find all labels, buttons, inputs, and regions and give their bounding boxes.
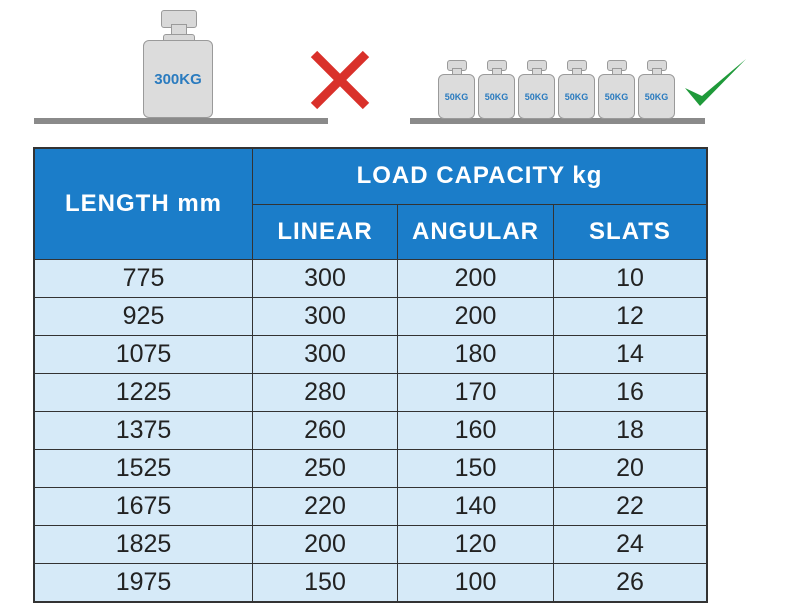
cell-length: 925 [33,296,253,336]
cell-length: 1525 [33,448,253,488]
table-row: 1825 200 120 24 [33,524,708,564]
cell-length: 1225 [33,372,253,412]
cell-slats: 20 [553,448,708,488]
cell-length: 775 [33,258,253,298]
cell-slats: 24 [553,524,708,564]
header-slats: SLATS [553,203,708,260]
cell-linear: 150 [252,562,398,602]
load-capacity-table: LENGTH mm LOAD CAPACITY kg LINEAR ANGULA… [33,147,708,603]
weight-50kg: 50KG [518,60,556,119]
cell-length: 1825 [33,524,253,564]
shelf-left [34,118,328,124]
cell-linear: 250 [252,448,398,488]
shelf-right [410,118,705,124]
cell-linear: 300 [252,334,398,374]
header-load-capacity: LOAD CAPACITY kg [252,147,708,205]
weight-label: 50KG [558,74,595,119]
cell-slats: 10 [553,258,708,298]
cell-angular: 200 [397,258,554,298]
table-row: 925 300 200 12 [33,296,708,336]
header-linear: LINEAR [252,203,398,260]
cell-linear: 200 [252,524,398,564]
cell-slats: 22 [553,486,708,526]
cell-linear: 220 [252,486,398,526]
weight-300kg: 300KG [143,10,215,118]
cell-length: 1975 [33,562,253,602]
weight-label: 50KG [518,74,555,119]
weight-50kg: 50KG [478,60,516,119]
weight-50kg: 50KG [558,60,596,119]
cell-angular: 150 [397,448,554,488]
weight-50kg: 50KG [598,60,636,119]
cell-slats: 26 [553,562,708,602]
weight-label: 50KG [598,74,635,119]
cell-angular: 160 [397,410,554,450]
table-row: 775 300 200 10 [33,258,708,298]
table-row: 1375 260 160 18 [33,410,708,450]
cell-angular: 140 [397,486,554,526]
cell-angular: 100 [397,562,554,602]
cell-linear: 300 [252,296,398,336]
cell-angular: 120 [397,524,554,564]
table-row: 1975 150 100 26 [33,562,708,602]
weight-50kg: 50KG [638,60,676,119]
table-row: 1525 250 150 20 [33,448,708,488]
cell-angular: 180 [397,334,554,374]
cell-angular: 200 [397,296,554,336]
cell-linear: 260 [252,410,398,450]
cell-linear: 300 [252,258,398,298]
cell-length: 1375 [33,410,253,450]
header-length: LENGTH mm [33,147,253,260]
cell-slats: 16 [553,372,708,412]
table-row: 1675 220 140 22 [33,486,708,526]
cross-icon [310,50,370,110]
weight-label: 50KG [478,74,515,119]
cell-length: 1675 [33,486,253,526]
cell-length: 1075 [33,334,253,374]
cell-linear: 280 [252,372,398,412]
cell-slats: 18 [553,410,708,450]
weight-label: 50KG [638,74,675,119]
cell-angular: 170 [397,372,554,412]
header-angular: ANGULAR [397,203,554,260]
weight-50kg: 50KG [438,60,476,119]
weight-label: 300KG [143,40,213,118]
weight-label: 50KG [438,74,475,119]
check-icon [685,59,746,106]
table-row: 1225 280 170 16 [33,372,708,412]
cell-slats: 14 [553,334,708,374]
table-row: 1075 300 180 14 [33,334,708,374]
cell-slats: 12 [553,296,708,336]
